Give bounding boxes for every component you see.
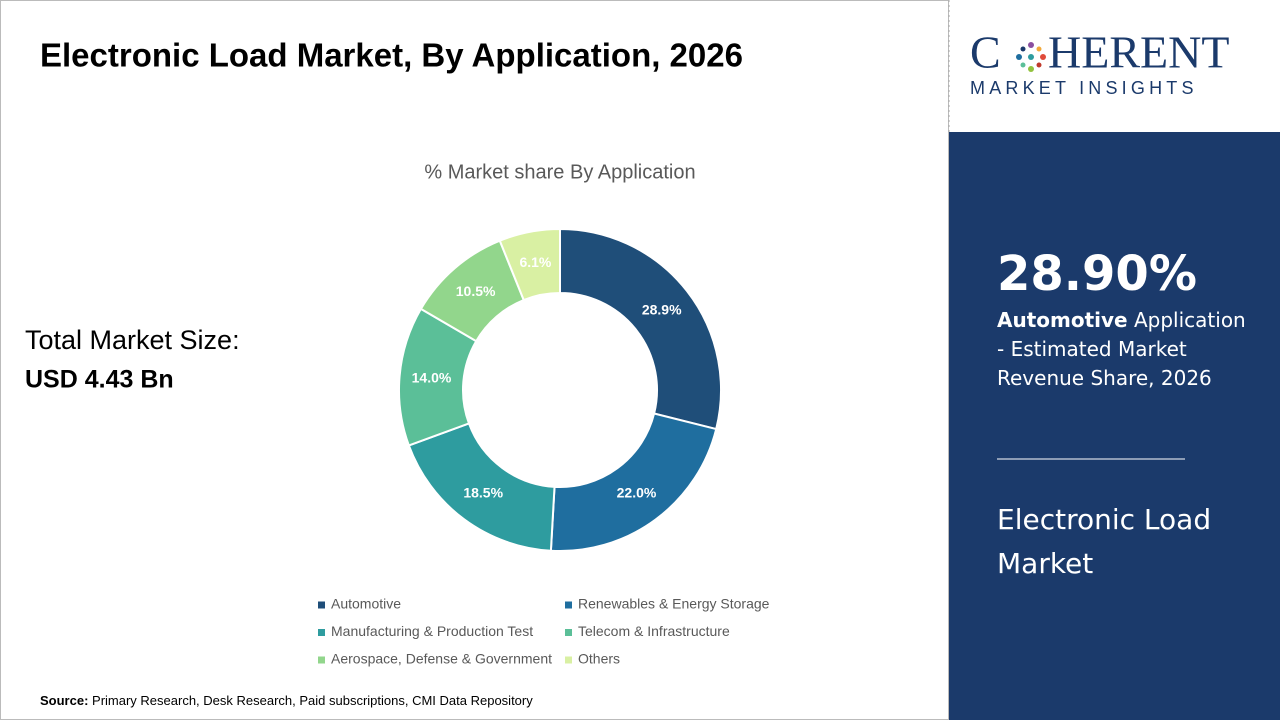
donut-slice <box>559 227 722 431</box>
legend-swatch <box>565 656 572 664</box>
frame <box>0 0 949 720</box>
legend-label: Aerospace, Defense & Government <box>331 651 552 667</box>
source-label: Source: <box>40 693 88 708</box>
legend-swatch <box>318 656 325 664</box>
sidebar-panel <box>949 132 1280 720</box>
legend-label: Manufacturing & Production Test <box>331 623 533 639</box>
donut-slice <box>498 227 561 302</box>
sidebar-note-text: Application - Estimated Market Revenue S… <box>997 308 1246 390</box>
donut-slice <box>549 412 718 552</box>
data-label: 10.5% <box>456 283 496 299</box>
legend-swatch <box>565 629 572 636</box>
logo-icon <box>1016 42 1046 72</box>
legend-label: Others <box>578 651 620 667</box>
logo-right: HERENT <box>1048 27 1229 78</box>
page-title: Electronic Load Market, By Application, … <box>40 37 743 74</box>
data-label: 6.1% <box>519 254 551 270</box>
data-label: 22.0% <box>617 485 657 501</box>
data-label: 28.9% <box>642 301 682 317</box>
sidebar-market: Electronic Load Market <box>997 503 1212 580</box>
source-text: Primary Research, Desk Research, Paid su… <box>92 693 533 708</box>
legend-label: Renewables & Energy Storage <box>578 596 770 612</box>
sidebar-highlight: 28.90% <box>997 246 1197 302</box>
chart-title: % Market share By Application <box>424 161 695 183</box>
logo-left: C <box>970 27 1001 78</box>
legend-swatch <box>318 601 325 609</box>
market-size-value: USD 4.43 Bn <box>25 366 174 394</box>
source: Source: Primary Research, Desk Research,… <box>40 693 533 708</box>
market-size-label: Total Market Size: <box>25 325 240 355</box>
legend-swatch <box>318 629 325 636</box>
sidebar-note-bold: Automotive <box>997 308 1128 332</box>
logo-tagline: MARKET INSIGHTS <box>970 78 1198 98</box>
data-label: 18.5% <box>463 484 503 500</box>
legend-label: Telecom & Infrastructure <box>578 623 730 639</box>
sidebar-note: Automotive Application - Estimated Marke… <box>997 306 1247 393</box>
legend-swatch <box>565 601 572 609</box>
legend-label: Automotive <box>331 596 401 612</box>
data-label: 14.0% <box>412 369 452 385</box>
